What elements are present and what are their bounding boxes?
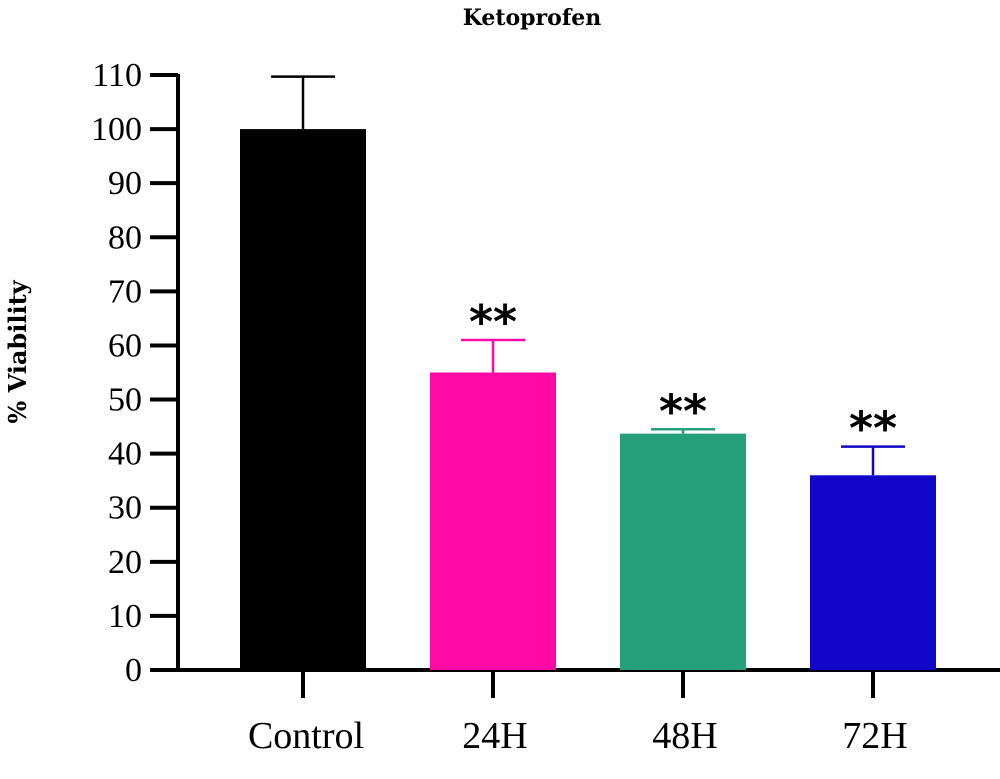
x-tick-label: 24H — [462, 715, 527, 757]
y-tick-label: 20 — [108, 544, 142, 581]
x-axis: Control 24H 48H 72H — [150, 668, 1000, 757]
y-tick-label: 50 — [108, 382, 142, 419]
bar-24h — [430, 372, 556, 670]
y-tick-label: 60 — [108, 327, 142, 364]
y-tick-label: 70 — [108, 273, 142, 310]
bar-48h — [620, 433, 746, 670]
y-axis: 0 10 20 30 40 50 60 70 80 90 100 110 — [91, 57, 180, 689]
y-axis-label: % Viability — [3, 279, 32, 423]
y-tick-label: 110 — [92, 57, 142, 94]
y-tick-label: 40 — [108, 436, 142, 473]
chart-title: Ketoprofen — [463, 5, 602, 31]
y-tick-label: 30 — [108, 490, 142, 527]
significance-marker: ** — [849, 402, 897, 456]
x-tick-label: Control — [248, 715, 364, 757]
x-tick-label: 48H — [652, 715, 717, 757]
bar-control — [240, 129, 366, 670]
y-tick-label: 80 — [108, 219, 142, 256]
y-tick-label: 90 — [108, 165, 142, 202]
bar-72h — [810, 475, 936, 670]
y-tick-label: 100 — [91, 111, 142, 148]
y-tick-label: 10 — [108, 598, 142, 635]
significance-marker: ** — [469, 295, 517, 349]
y-tick-label: 0 — [125, 652, 142, 689]
x-tick-label: 72H — [842, 715, 907, 757]
significance-marker: ** — [659, 384, 707, 438]
bars: ** ** ** — [240, 75, 936, 670]
